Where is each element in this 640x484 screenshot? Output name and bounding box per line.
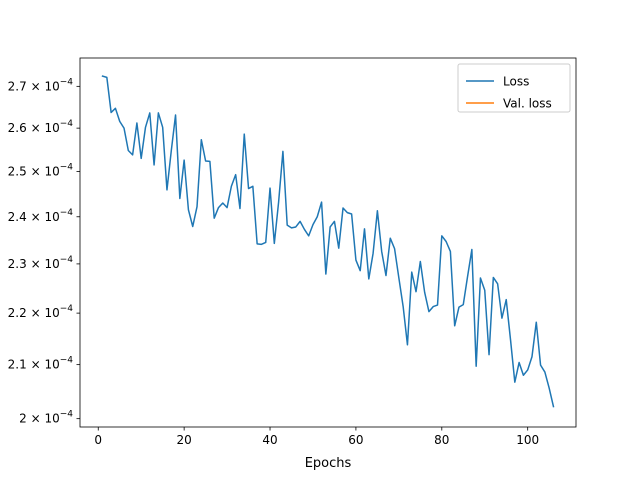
- y-tick-label: 2.3 × 10−4: [8, 255, 74, 271]
- legend: Loss Val. loss: [457, 63, 571, 113]
- x-tick-label: 20: [176, 433, 191, 447]
- y-tick-label: 2.5 × 10−4: [8, 163, 74, 179]
- plot-frame: [79, 57, 577, 428]
- y-tick-label: 2.7 × 10−4: [8, 77, 74, 93]
- x-tick-label: 80: [434, 433, 449, 447]
- y-tick-label: 2.6 × 10−4: [8, 119, 74, 135]
- x-tick-label: 0: [94, 433, 102, 447]
- series-layer: [101, 75, 555, 408]
- x-tick-label: 40: [262, 433, 277, 447]
- y-axis-ticks: 2 × 10−4 2.1 × 10−4 2.2 × 10−4 2.3 × 10−4 2.…: [8, 77, 80, 426]
- y-tick-label: 2.1 × 10−4: [8, 356, 74, 372]
- y-tick-label: 2 × 10−4: [19, 410, 73, 426]
- y-tick-label: 2.4 × 10−4: [8, 208, 74, 224]
- series-line-loss: [101, 75, 555, 408]
- x-tick-label: 100: [516, 433, 539, 447]
- x-tick-label: 60: [348, 433, 363, 447]
- legend-label: Loss: [503, 75, 529, 89]
- y-tick-label: 2.2 × 10−4: [8, 304, 74, 320]
- x-axis-label: Epochs: [305, 456, 352, 471]
- legend-label: Val. loss: [503, 97, 552, 111]
- legend-box: [457, 63, 571, 113]
- x-axis-ticks: 0 20 40 60 80 100: [94, 427, 539, 447]
